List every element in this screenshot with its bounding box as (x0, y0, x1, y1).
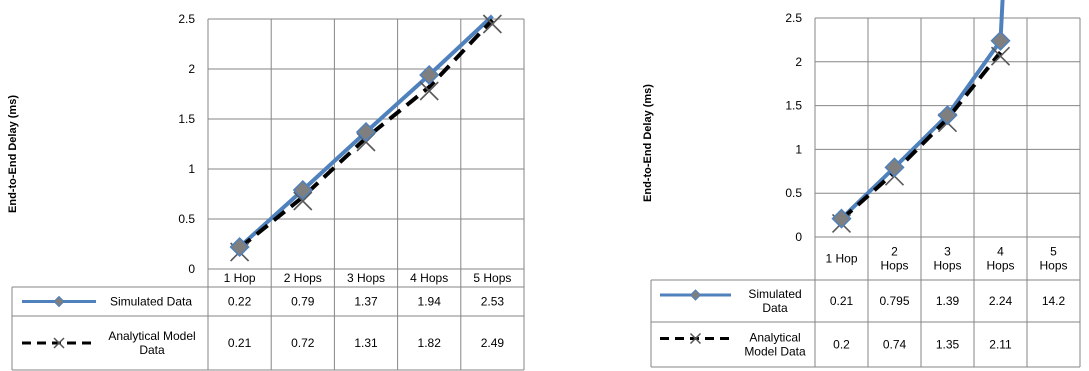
data-point-simulated (419, 64, 440, 86)
y-tick-label: 1.5 (178, 112, 195, 126)
y-tick-label: 1 (795, 142, 802, 156)
data-point-simulated (831, 208, 852, 229)
y-tick-label: 0.5 (785, 186, 802, 200)
data-table-value: 0.74 (883, 338, 907, 352)
chart-left: 0 0.5 1 1.5 2 2.5 End-to-End Delay (ms) 1 Hop 2 … (7, 12, 525, 371)
x-category-label: 3 Hops (347, 271, 385, 285)
legend-series-name-line: Analytical (749, 331, 800, 345)
data-point-analytical (293, 191, 313, 211)
x-category-label-line: Hops (1039, 259, 1067, 273)
legend-series-name-line: Analytical Model (108, 329, 195, 343)
y-tick-label: 0 (795, 230, 802, 244)
y-tick-label: 1 (188, 162, 195, 176)
legend-key-marker (53, 295, 65, 308)
data-table-value: 2.49 (481, 336, 505, 350)
x-category-label: 2 Hops (284, 271, 322, 285)
x-category-label-line: 2 (891, 245, 898, 259)
x-category-label-line: 3 (944, 245, 951, 259)
x-category-label-line: Hops (933, 259, 961, 273)
data-table-value: 0.72 (291, 336, 315, 350)
y-tick-label: 1.5 (785, 99, 802, 113)
data-point-simulated (229, 236, 250, 258)
legend-key-marker (689, 289, 702, 301)
x-category-label-line: 5 (1050, 245, 1057, 259)
data-point-analytical (482, 14, 502, 34)
data-table-value: 1.39 (936, 294, 960, 308)
y-axis-title: End-to-End Delay (ms) (7, 95, 19, 213)
y-tick-label: 0 (188, 262, 195, 276)
data-point-simulated (990, 30, 1011, 51)
y-tick-label: 2.5 (785, 11, 802, 25)
x-category-label: 3 Hops (933, 245, 961, 273)
x-category-label-line: Hops (880, 259, 908, 273)
y-tick-label: 2 (188, 62, 195, 76)
data-table-value: 2.53 (481, 295, 505, 309)
legend-key-marker (53, 337, 65, 349)
data-table-value: 1.31 (354, 336, 378, 350)
data-table-value: 0.22 (228, 295, 252, 309)
data-point-simulated (292, 179, 313, 201)
legend-series-name: Simulated Data (748, 287, 801, 315)
y-axis-title: End-to-End Delay (ms) (642, 84, 654, 202)
x-category-label-line: Hops (986, 259, 1014, 273)
legend-series-name-line: Data (762, 301, 788, 315)
data-table-value: 0.21 (228, 336, 252, 350)
plot-area (229, 14, 502, 262)
x-category-label: 4 Hops (986, 245, 1014, 273)
x-category-label: 1 Hop (224, 271, 256, 285)
legend-series-name-line: Simulated (748, 287, 801, 301)
x-category-label: 1 Hop (825, 252, 857, 266)
data-table-value: 0.2 (833, 338, 850, 352)
legend-series-name-line: Data (139, 343, 165, 357)
series-line-analytical (840, 50, 1003, 221)
y-tick-label: 2.5 (178, 12, 195, 26)
data-table-value: 0.79 (291, 295, 315, 309)
x-category-label-line: 4 (997, 245, 1004, 259)
data-point-simulated (937, 105, 958, 126)
data-table-value: 1.94 (418, 295, 442, 309)
data-table-value: 1.37 (354, 295, 378, 309)
data-table-value: 1.35 (936, 338, 960, 352)
data-point-analytical (990, 46, 1011, 66)
data-table-value: 14.2 (1042, 294, 1066, 308)
legend-series-name: Analytical Model Data (744, 331, 806, 359)
y-tick-label: 2 (795, 55, 802, 69)
data-point-analytical (419, 81, 439, 101)
x-category-label: 2 Hops (880, 245, 908, 273)
data-table-value: 0.21 (830, 294, 854, 308)
y-tick-label: 0.5 (178, 212, 195, 226)
data-table-value: 1.82 (418, 336, 442, 350)
data-table-value: 2.11 (989, 338, 1012, 352)
data-table-value: 0.795 (879, 294, 909, 308)
plot-area (831, 0, 1011, 234)
legend-series-name: Analytical Model Data (108, 329, 195, 357)
x-category-label: 4 Hops (410, 271, 448, 285)
data-table-value: 2.24 (989, 294, 1013, 308)
legend-series-name: Simulated Data (110, 295, 192, 309)
legend-series-name-line: Model Data (744, 345, 806, 359)
legend-key-marker (689, 332, 702, 345)
x-category-label: 5 Hops (473, 271, 511, 285)
data-point-simulated (355, 121, 377, 143)
data-point-simulated (884, 157, 905, 178)
x-category-label: 5 Hops (1039, 245, 1067, 273)
